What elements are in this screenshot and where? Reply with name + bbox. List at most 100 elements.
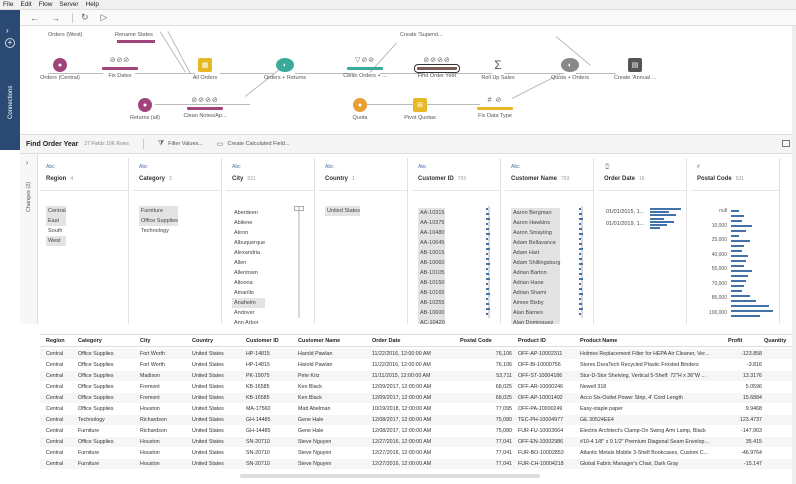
node-all-orders[interactable]: ▦ All Orders xyxy=(170,58,240,81)
histogram-bar[interactable] xyxy=(486,273,489,275)
field-name[interactable]: Order Date 16 xyxy=(604,176,645,182)
histogram-bar[interactable] xyxy=(486,298,488,300)
order-date-bar[interactable] xyxy=(650,214,676,217)
table-cell[interactable]: Richardson xyxy=(140,417,167,423)
table-cell[interactable]: OFF-AP-10001492 xyxy=(518,395,563,401)
table-cell[interactable]: HP-14815 xyxy=(246,351,270,357)
histogram-bar[interactable] xyxy=(579,228,582,230)
postal-code-bar[interactable] xyxy=(731,220,742,222)
table-row[interactable]: Central Office Supplies Fort Worth United S… xyxy=(40,349,796,359)
table-cell[interactable]: Pete Kriz xyxy=(298,373,320,379)
table-cell[interactable]: Harold Pawlan xyxy=(298,362,333,368)
column-header[interactable]: City xyxy=(140,338,151,344)
postal-code-bar[interactable] xyxy=(731,240,750,242)
postal-code-bar[interactable] xyxy=(731,290,742,292)
table-cell[interactable]: Acco Six-Outlet Power Strip, 4' Cord Len… xyxy=(580,395,683,401)
table-cell[interactable]: Ken Black xyxy=(298,395,322,401)
order-date-bar[interactable] xyxy=(650,227,661,230)
histogram-bar[interactable] xyxy=(579,238,581,240)
table-cell[interactable]: Gene Hale xyxy=(298,417,324,423)
table-cell[interactable]: Office Supplies xyxy=(78,406,114,412)
connections-label[interactable]: Connections xyxy=(8,85,14,119)
histogram-bar[interactable] xyxy=(486,218,490,220)
node-pivot-quotas[interactable]: ⊞ Pivot Quotas xyxy=(385,98,455,121)
table-cell[interactable]: Furniture xyxy=(78,428,100,434)
field-value[interactable]: Alan Barnes xyxy=(511,308,561,318)
node-fix-dates[interactable]: ⊘⊘⊘ Fix Dates xyxy=(85,56,155,79)
profile-card[interactable]: Abc Category 3 Furniture Office Supplies Tech… xyxy=(133,158,222,324)
postal-code-bar[interactable] xyxy=(731,260,746,262)
table-cell[interactable]: Central xyxy=(46,373,64,379)
table-cell[interactable]: United States xyxy=(192,406,224,412)
postal-code-bar[interactable] xyxy=(731,295,750,297)
table-cell[interactable]: Richardson xyxy=(140,428,167,434)
histogram-bar[interactable] xyxy=(486,238,488,240)
postal-code-bar[interactable] xyxy=(731,215,744,217)
table-cell[interactable]: Central xyxy=(46,450,64,456)
node-roll-up-sales[interactable]: Σ Roll Up Sales xyxy=(463,58,533,81)
data-type-icon[interactable]: Abc xyxy=(139,164,148,170)
histogram-bar[interactable] xyxy=(486,228,489,230)
table-cell[interactable]: Office Supplies xyxy=(78,373,114,379)
table-cell[interactable]: Global Fabric Manager's Chair, Dark Gray xyxy=(580,461,679,467)
table-cell[interactable]: 68,025 xyxy=(495,384,512,390)
field-value[interactable]: Altoona xyxy=(234,280,253,286)
table-cell[interactable]: 77,041 xyxy=(495,439,512,445)
changes-label[interactable]: Changes (2) xyxy=(26,181,33,213)
add-connection-icon[interactable]: + xyxy=(5,38,15,48)
histogram-bar[interactable] xyxy=(486,313,488,315)
menu-help[interactable]: Help xyxy=(85,1,99,8)
field-name[interactable]: Country 1 xyxy=(325,176,355,182)
histogram-bar[interactable] xyxy=(579,243,582,245)
histogram-bar[interactable] xyxy=(579,223,581,225)
field-value[interactable]: Allentown xyxy=(234,270,258,276)
field-value[interactable]: AB-10255 xyxy=(418,298,445,308)
table-cell[interactable]: 12/09/2017, 12:00:00 AM xyxy=(372,395,432,401)
table-cell[interactable]: Gene Hale xyxy=(298,428,324,434)
table-cell[interactable]: 77,095 xyxy=(495,406,512,412)
table-cell[interactable]: -46.9764 xyxy=(741,450,762,456)
field-value[interactable]: West xyxy=(46,236,66,246)
histogram-bar[interactable] xyxy=(486,283,488,285)
postal-code-bar[interactable] xyxy=(731,265,744,267)
field-value[interactable]: AC-10420 xyxy=(418,318,445,324)
field-value[interactable]: Ann Arbor xyxy=(234,320,259,324)
data-type-icon[interactable]: ⌚ xyxy=(604,164,611,170)
postal-code-bar[interactable] xyxy=(731,300,757,302)
table-cell[interactable]: United States xyxy=(192,373,224,379)
postal-code-bar[interactable] xyxy=(731,280,746,282)
table-cell[interactable]: 11/22/2016, 12:00:00 AM xyxy=(372,362,431,368)
table-cell[interactable]: HP-14815 xyxy=(246,362,270,368)
table-cell[interactable]: Stur-D-Stor Shelving, Vertical 5-Shelf: … xyxy=(580,373,706,379)
field-value[interactable]: 85,000 xyxy=(711,295,727,301)
scroll-thumb[interactable] xyxy=(294,206,304,211)
field-value[interactable]: Aimee Bixby xyxy=(511,298,561,308)
table-cell[interactable]: 77,041 xyxy=(495,450,512,456)
table-cell[interactable]: 53,711 xyxy=(496,373,512,379)
field-value[interactable]: Technology xyxy=(141,228,169,234)
data-type-icon[interactable]: Abc xyxy=(325,164,334,170)
histogram-bar[interactable] xyxy=(486,263,490,265)
table-cell[interactable]: OFF-BI-10000756 xyxy=(518,362,561,368)
mini-histogram[interactable] xyxy=(298,206,300,318)
histogram-bar[interactable] xyxy=(486,278,490,280)
menu-edit[interactable]: Edit xyxy=(20,1,32,8)
table-cell[interactable]: FUR-BO-10002853 xyxy=(518,450,564,456)
field-value[interactable]: Amarillo xyxy=(234,290,254,296)
table-cell[interactable]: 11/11/2015, 12:00:00 AM xyxy=(372,373,431,379)
data-grid[interactable]: Region Category City Country Customer ID Cust… xyxy=(40,334,796,484)
table-cell[interactable]: SN-20710 xyxy=(246,461,270,467)
table-cell[interactable]: -147.963 xyxy=(741,428,762,434)
table-cell[interactable]: Houston xyxy=(140,406,160,412)
histogram-bar[interactable] xyxy=(579,293,583,295)
histogram-bar[interactable] xyxy=(579,233,583,235)
postal-code-bar[interactable] xyxy=(731,250,742,252)
histogram-bar[interactable] xyxy=(486,213,489,215)
mini-histogram[interactable] xyxy=(581,206,583,318)
field-value[interactable]: Adrian Shami xyxy=(511,288,561,298)
field-value[interactable]: Aberdeen xyxy=(234,210,258,216)
changes-panel[interactable]: › Changes (2) xyxy=(20,154,38,324)
table-cell[interactable]: Houston xyxy=(140,439,160,445)
field-value[interactable]: Adrian Barton xyxy=(511,268,561,278)
node-quota-orders[interactable]: ◐ Quota + Orders xyxy=(535,58,605,81)
